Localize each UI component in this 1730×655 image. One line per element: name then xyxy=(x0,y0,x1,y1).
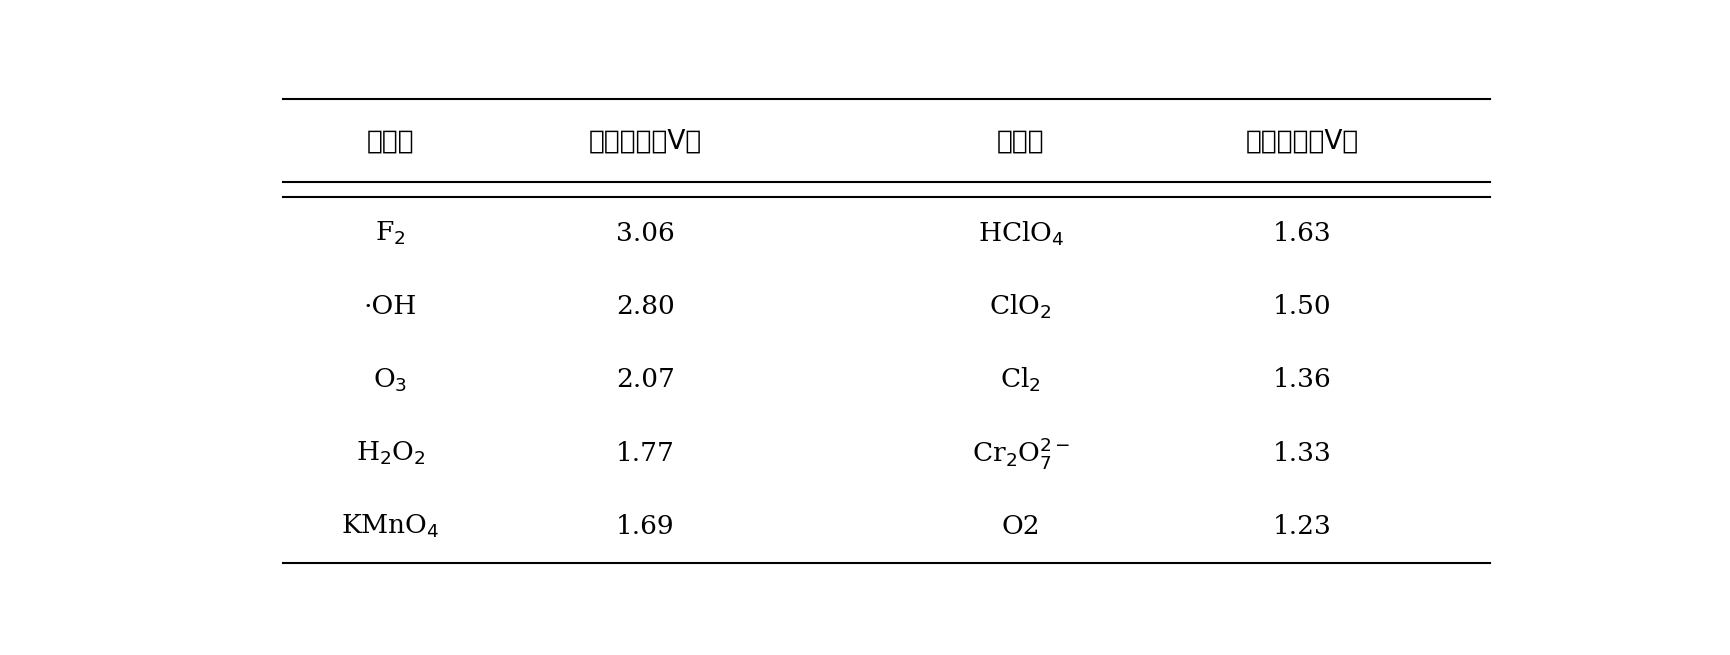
Text: F$_2$: F$_2$ xyxy=(375,220,407,248)
Text: KMnO$_4$: KMnO$_4$ xyxy=(341,512,439,540)
Text: ·OH: ·OH xyxy=(363,294,417,320)
Text: 1.36: 1.36 xyxy=(1273,367,1332,392)
Text: O2: O2 xyxy=(1002,514,1040,538)
Text: 1.50: 1.50 xyxy=(1273,294,1332,320)
Text: 1.23: 1.23 xyxy=(1273,514,1332,538)
Text: H$_2$O$_2$: H$_2$O$_2$ xyxy=(356,440,426,467)
Text: 2.80: 2.80 xyxy=(616,294,675,320)
Text: 氧化剂: 氧化剂 xyxy=(367,128,415,155)
Text: Cr$_2$O$_7^{2-}$: Cr$_2$O$_7^{2-}$ xyxy=(972,435,1069,471)
Text: Cl$_2$: Cl$_2$ xyxy=(1000,365,1041,394)
Text: HClO$_4$: HClO$_4$ xyxy=(977,219,1064,248)
Text: 1.69: 1.69 xyxy=(616,514,675,538)
Text: 1.33: 1.33 xyxy=(1273,441,1332,466)
Text: 氧化电位（V）: 氧化电位（V） xyxy=(1246,128,1358,155)
Text: 氧化剂: 氧化剂 xyxy=(996,128,1045,155)
Text: O$_3$: O$_3$ xyxy=(374,366,408,394)
Text: ClO$_2$: ClO$_2$ xyxy=(990,293,1052,321)
Text: 氧化电位（V）: 氧化电位（V） xyxy=(588,128,702,155)
Text: 1.63: 1.63 xyxy=(1273,221,1332,246)
Text: 1.77: 1.77 xyxy=(616,441,675,466)
Text: 3.06: 3.06 xyxy=(616,221,675,246)
Text: 2.07: 2.07 xyxy=(616,367,675,392)
